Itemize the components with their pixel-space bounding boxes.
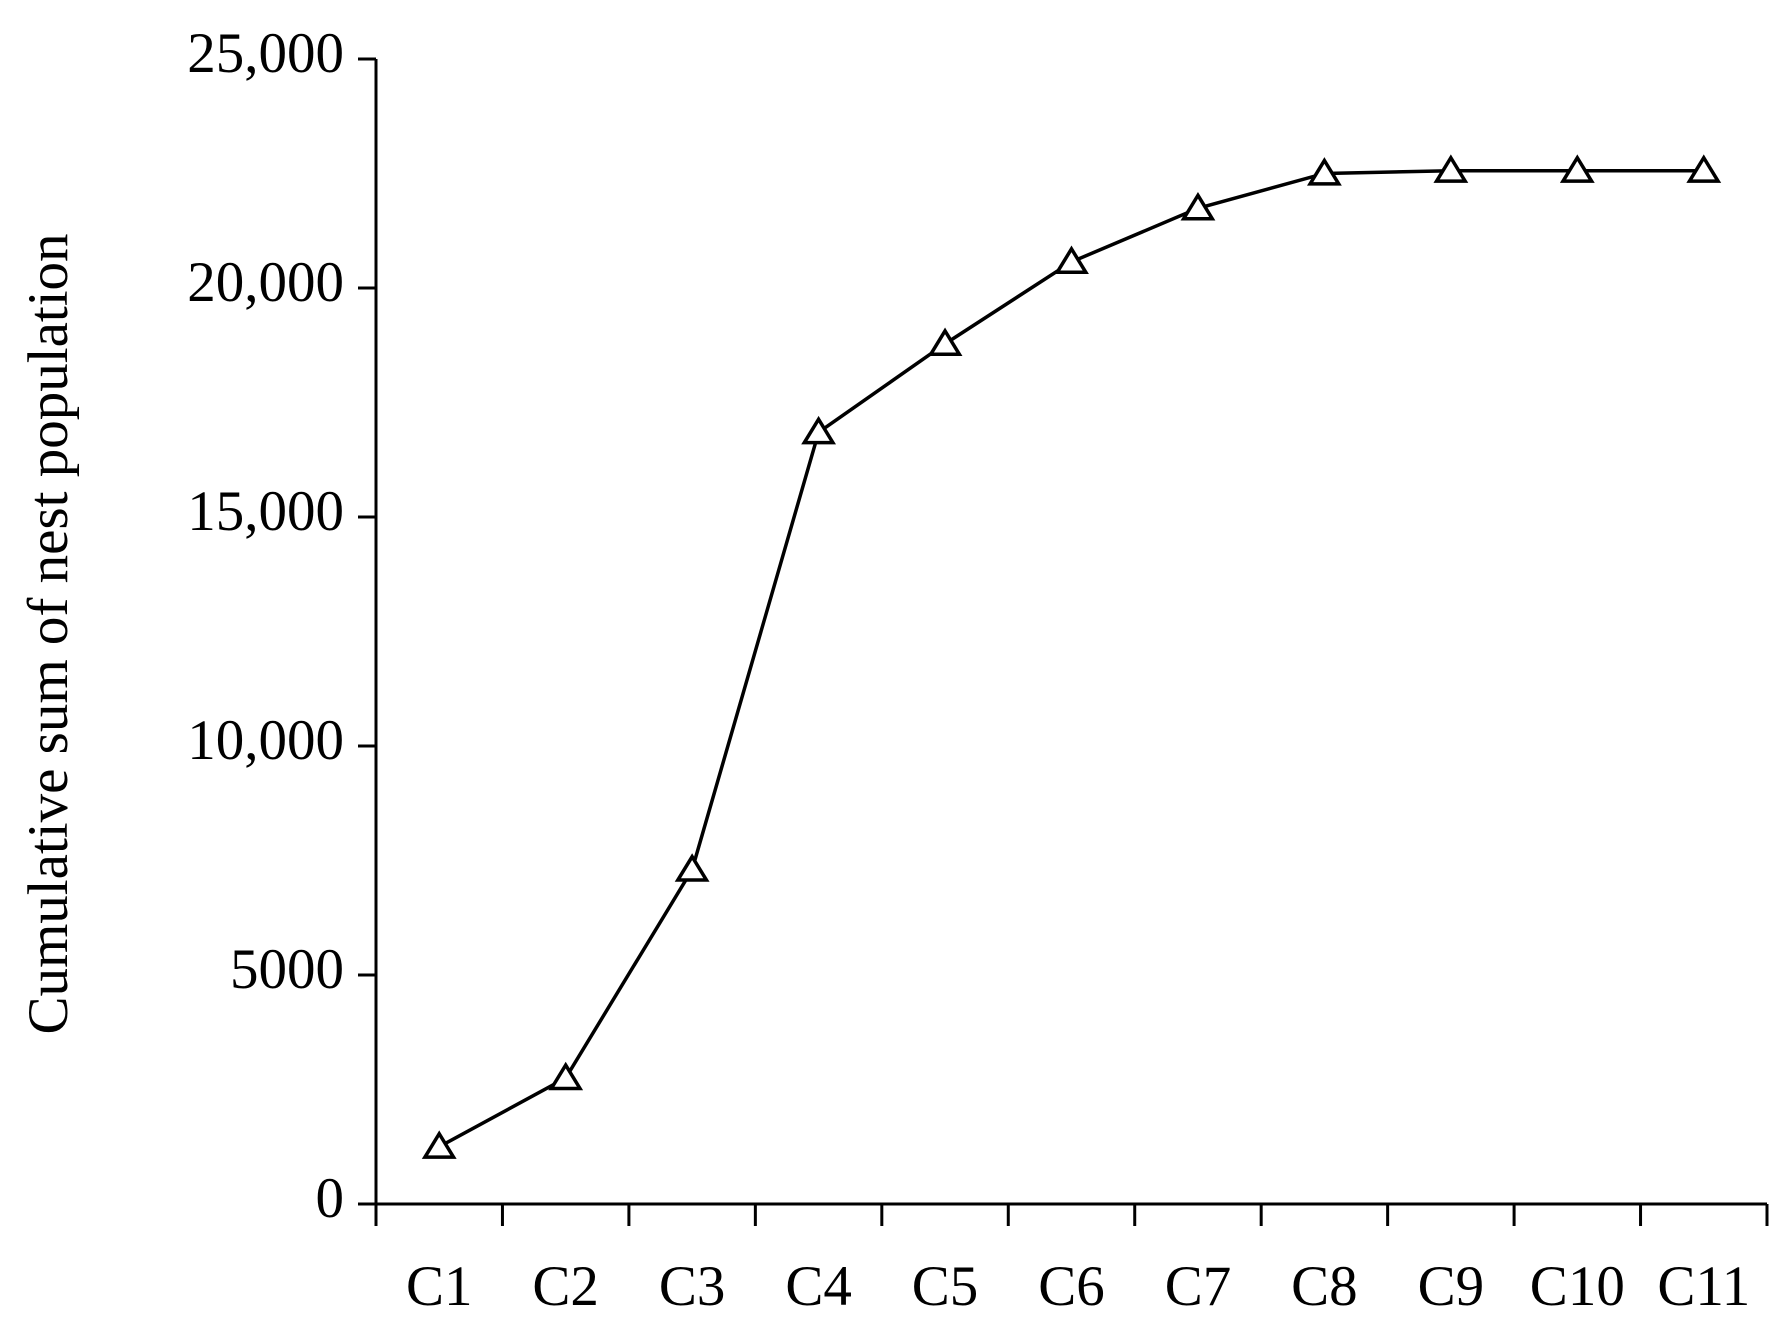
data-marker: [421, 1130, 457, 1159]
data-marker: [1180, 191, 1216, 221]
x-tick-label: C1: [406, 1255, 473, 1318]
x-tick-label: C8: [1291, 1255, 1358, 1318]
data-line: [438, 169, 1704, 1149]
data-marker: [927, 327, 963, 357]
y-tick-label: 15,000: [187, 480, 344, 543]
x-tick-label: C3: [659, 1255, 726, 1318]
y-tick-label: 0: [316, 1167, 345, 1230]
data-marker: [548, 1061, 584, 1091]
x-tick-label: C10: [1530, 1255, 1625, 1318]
x-tick-label: C6: [1038, 1255, 1105, 1318]
data-marker: [674, 853, 710, 882]
data-marker: [1559, 154, 1595, 183]
y-tick-label: 20,000: [187, 251, 344, 314]
data-marker: [801, 415, 837, 445]
y-tick-label: 25,000: [187, 22, 344, 85]
data-marker: [1433, 154, 1469, 183]
x-tick-label: C4: [785, 1255, 852, 1318]
data-marker: [1306, 157, 1342, 186]
x-tick-label: C11: [1657, 1255, 1750, 1318]
y-tick-label: 10,000: [187, 709, 344, 772]
data-marker: [1686, 154, 1722, 183]
y-tick-label: 5000: [230, 938, 344, 1001]
x-tick-label: C9: [1418, 1255, 1485, 1318]
data-marker: [1054, 245, 1089, 275]
x-tick-label: C5: [912, 1255, 979, 1318]
y-axis-label: Cumulative sum of nest population: [17, 233, 80, 1034]
x-tick-label: C7: [1165, 1255, 1232, 1318]
x-tick-label: C2: [532, 1255, 599, 1318]
